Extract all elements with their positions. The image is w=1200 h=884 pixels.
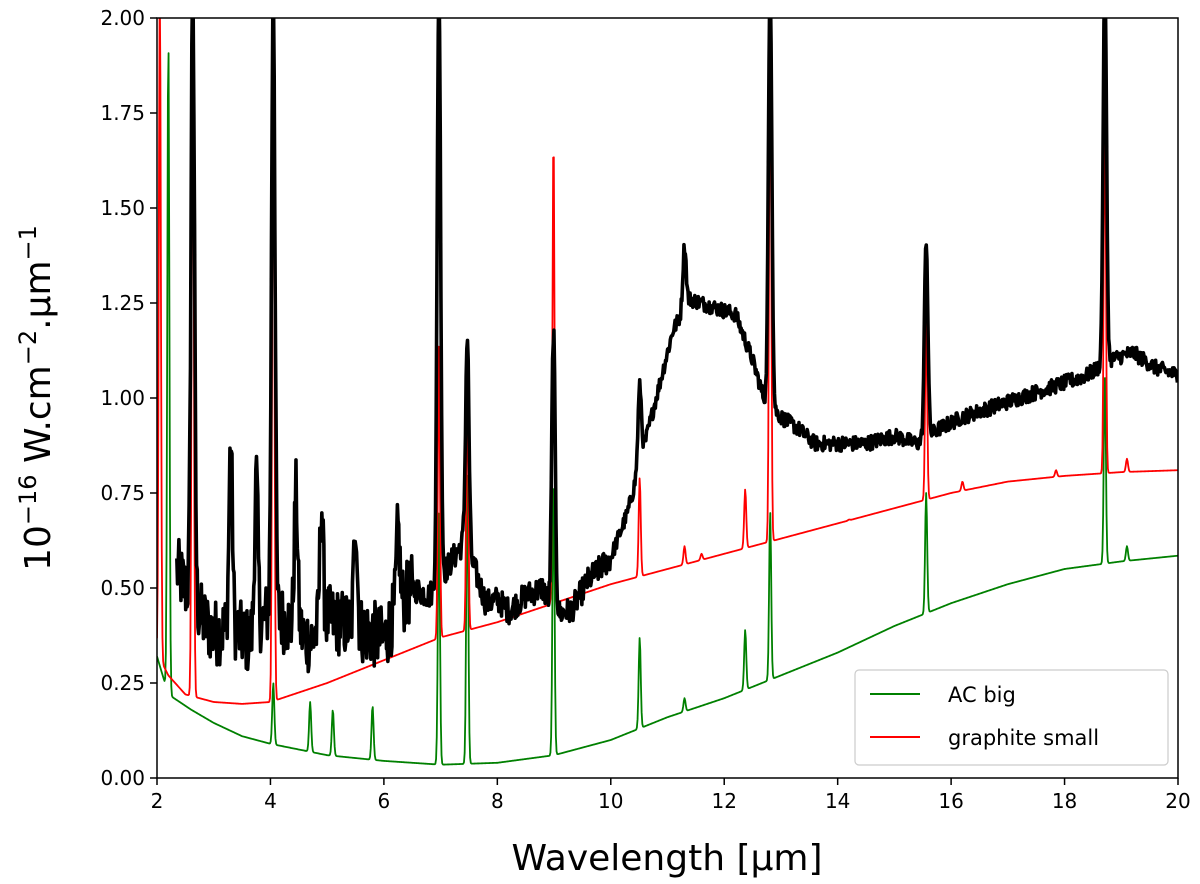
- x-tick-label: 12: [711, 789, 736, 813]
- x-tick-label: 18: [1052, 789, 1077, 813]
- legend-label-ac-big: AC big: [948, 683, 1016, 707]
- x-tick-label: 16: [938, 789, 963, 813]
- y-tick-label: 0.75: [100, 481, 145, 505]
- plot-frame: [156, 17, 1179, 779]
- x-tick-label: 10: [598, 789, 623, 813]
- y-tick-label: 1.00: [100, 386, 145, 410]
- series-line-graphite-small: [157, 18, 1178, 705]
- y-axis-title-unit-b-exp: −1: [14, 225, 42, 260]
- x-tick-label: 14: [825, 789, 850, 813]
- series-line-observed: [175, 18, 1178, 674]
- x-tick-label: 2: [151, 789, 164, 813]
- y-axis-title-unit-b: .μm: [18, 260, 59, 329]
- y-tick-label: 1.25: [100, 291, 145, 315]
- legend: AC big graphite small: [854, 669, 1169, 766]
- series-line-ac-big: [157, 52, 1178, 766]
- y-tick-label: 0.25: [100, 671, 145, 695]
- ticks-layer: 2 4 6 8 10 12 14 16 18 20 0.00 0.25 0.50 0.75 1.00 1.25…: [100, 6, 1190, 813]
- y-axis-title: 10−16 W.cm−2.μm−1: [14, 225, 59, 571]
- y-tick-label: 1.50: [100, 196, 145, 220]
- legend-box: [854, 669, 1169, 766]
- y-tick-label: 1.75: [100, 101, 145, 125]
- y-tick-label: 2.00: [100, 6, 145, 30]
- y-axis-title-exponent: −16: [14, 474, 42, 525]
- y-axis-title-unit-a: W.cm: [18, 365, 59, 474]
- y-axis-title-prefix: 10: [18, 525, 59, 571]
- x-tick-label: 8: [491, 789, 504, 813]
- x-tick-label: 6: [378, 789, 391, 813]
- legend-label-graphite-small: graphite small: [948, 726, 1099, 750]
- y-tick-label: 0.00: [100, 766, 145, 790]
- series-layer: [157, 18, 1178, 766]
- x-tick-label: 4: [264, 789, 277, 813]
- y-tick-label: 0.50: [100, 576, 145, 600]
- x-tick-label: 20: [1165, 789, 1190, 813]
- y-axis-title-unit-a-exp: −2: [14, 330, 42, 365]
- x-axis-title: Wavelength [μm]: [511, 838, 822, 879]
